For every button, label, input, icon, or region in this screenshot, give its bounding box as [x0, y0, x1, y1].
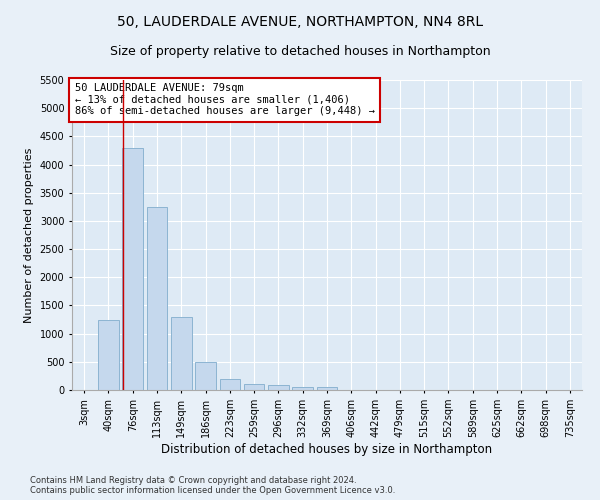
Bar: [195, 362, 216, 390]
Bar: [122, 148, 143, 390]
Text: Size of property relative to detached houses in Northampton: Size of property relative to detached ho…: [110, 45, 490, 58]
Bar: [146, 207, 167, 390]
Text: Contains HM Land Registry data © Crown copyright and database right 2024.
Contai: Contains HM Land Registry data © Crown c…: [30, 476, 395, 495]
X-axis label: Distribution of detached houses by size in Northampton: Distribution of detached houses by size …: [161, 442, 493, 456]
Bar: [171, 316, 191, 390]
Bar: [220, 378, 240, 390]
Text: 50, LAUDERDALE AVENUE, NORTHAMPTON, NN4 8RL: 50, LAUDERDALE AVENUE, NORTHAMPTON, NN4 …: [117, 15, 483, 29]
Bar: [317, 387, 337, 390]
Bar: [292, 386, 313, 390]
Bar: [268, 386, 289, 390]
Y-axis label: Number of detached properties: Number of detached properties: [24, 148, 34, 322]
Bar: [98, 320, 119, 390]
Bar: [244, 384, 265, 390]
Text: 50 LAUDERDALE AVENUE: 79sqm
← 13% of detached houses are smaller (1,406)
86% of : 50 LAUDERDALE AVENUE: 79sqm ← 13% of det…: [74, 83, 374, 116]
